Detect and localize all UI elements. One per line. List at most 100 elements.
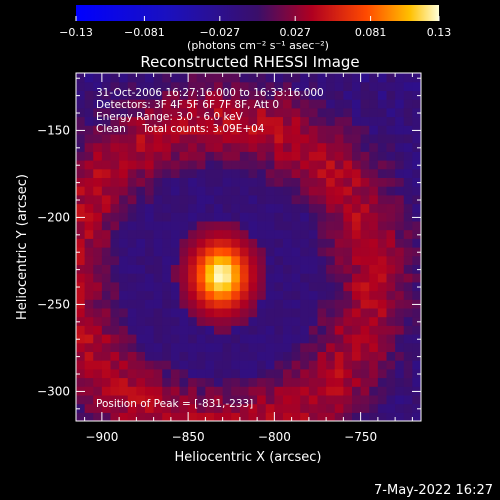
heatmap-cell xyxy=(101,247,112,257)
heatmap-cell xyxy=(317,212,327,222)
heatmap-cell xyxy=(369,194,379,205)
heatmap-cell xyxy=(145,264,155,274)
heatmap-cell xyxy=(257,90,267,100)
heatmap-cell xyxy=(196,307,206,318)
heatmap-cell xyxy=(170,168,181,178)
heatmap-cell xyxy=(377,412,388,421)
heatmap-cell xyxy=(196,125,206,135)
heatmap-cell xyxy=(179,212,189,222)
heatmap-cell xyxy=(343,168,353,178)
heatmap-cell xyxy=(110,360,120,370)
heatmap-cell xyxy=(308,360,319,370)
heatmap-cell xyxy=(343,273,353,283)
heatmap-cell xyxy=(162,133,172,144)
heatmap-cell xyxy=(119,360,129,370)
heatmap-cell xyxy=(308,307,319,318)
heatmap-cell xyxy=(110,116,120,126)
heatmap-cell xyxy=(127,220,137,231)
heatmap-cell xyxy=(369,133,379,144)
heatmap-cell xyxy=(317,194,327,205)
heatmap-cell xyxy=(274,316,284,326)
heatmap-cell xyxy=(153,90,163,100)
heatmap-cell xyxy=(395,229,405,239)
heatmap-cell xyxy=(326,247,336,257)
heatmap-cell xyxy=(403,377,413,387)
heatmap-cell xyxy=(214,307,224,318)
heatmap-cell xyxy=(403,194,413,205)
heatmap-cell xyxy=(76,194,86,205)
heatmap-cell xyxy=(308,203,319,213)
heatmap-cell xyxy=(127,412,137,421)
heatmap-cell xyxy=(386,264,396,274)
heatmap-cell xyxy=(377,264,388,274)
heatmap-cell xyxy=(377,133,388,144)
heatmap-cell xyxy=(231,90,241,100)
heatmap-cell xyxy=(145,168,155,178)
heatmap-cell xyxy=(196,299,206,309)
heatmap-cell xyxy=(153,307,163,318)
heatmap-cell xyxy=(257,247,267,257)
heatmap-cell xyxy=(403,386,413,396)
heatmap-cell xyxy=(283,73,293,83)
heatmap-cell xyxy=(257,394,267,405)
heatmap-cell xyxy=(222,220,232,231)
heatmap-cell xyxy=(101,194,112,205)
heatmap-cell xyxy=(145,316,155,326)
heatmap-cell xyxy=(136,116,146,126)
heatmap-cell xyxy=(127,403,137,413)
heatmap-cell xyxy=(248,73,258,83)
heatmap-cell xyxy=(110,99,120,109)
heatmap-cell xyxy=(300,342,310,352)
heatmap-cell xyxy=(326,360,336,370)
heatmap-cell xyxy=(326,142,336,152)
heatmap-cell xyxy=(84,99,94,109)
heatmap-cell xyxy=(136,325,146,335)
heatmap-cell xyxy=(179,386,189,396)
heatmap-cell xyxy=(403,90,413,100)
heatmap-cell xyxy=(101,73,112,83)
heatmap-cell xyxy=(352,290,362,300)
heatmap-cell xyxy=(369,160,379,170)
heatmap-cell xyxy=(110,220,120,231)
heatmap-cell xyxy=(84,394,94,405)
heatmap-cell xyxy=(110,368,120,379)
heatmap-cell xyxy=(188,377,198,387)
heatmap-cell xyxy=(317,325,327,335)
heatmap-cell xyxy=(239,342,250,352)
heatmap-cell xyxy=(343,299,353,309)
heatmap-cell xyxy=(343,360,353,370)
heatmap-cell xyxy=(403,125,413,135)
heatmap-cell xyxy=(110,299,120,309)
heatmap-cell xyxy=(214,386,224,396)
heatmap-cell xyxy=(196,220,206,231)
heatmap-cell xyxy=(369,142,379,152)
heatmap-cell xyxy=(248,360,258,370)
heatmap-cell xyxy=(119,351,129,361)
heatmap-cell xyxy=(93,229,103,239)
heatmap-cell xyxy=(93,177,103,187)
heatmap-cell xyxy=(343,194,353,205)
heatmap-cell xyxy=(110,342,120,352)
heatmap-cell xyxy=(145,229,155,239)
heatmap-cell xyxy=(239,168,250,178)
heatmap-cell xyxy=(136,125,146,135)
heatmap-cell xyxy=(248,212,258,222)
heatmap-cell xyxy=(317,351,327,361)
heatmap-cell xyxy=(360,177,370,187)
heatmap-cell xyxy=(300,194,310,205)
heatmap-cell xyxy=(101,151,112,161)
heatmap-cell xyxy=(257,151,267,161)
heatmap-cell xyxy=(145,203,155,213)
heatmap-cell xyxy=(403,290,413,300)
heatmap-cell xyxy=(222,125,232,135)
y-tick-label: −150 xyxy=(37,123,70,137)
heatmap-cell xyxy=(283,177,293,187)
heatmap-cell xyxy=(291,73,301,83)
heatmap-cell xyxy=(214,342,224,352)
heatmap-cell xyxy=(300,412,310,421)
heatmap-cell xyxy=(326,368,336,379)
heatmap-cell xyxy=(205,203,215,213)
heatmap-cell xyxy=(257,133,267,144)
heatmap-cell xyxy=(145,403,155,413)
